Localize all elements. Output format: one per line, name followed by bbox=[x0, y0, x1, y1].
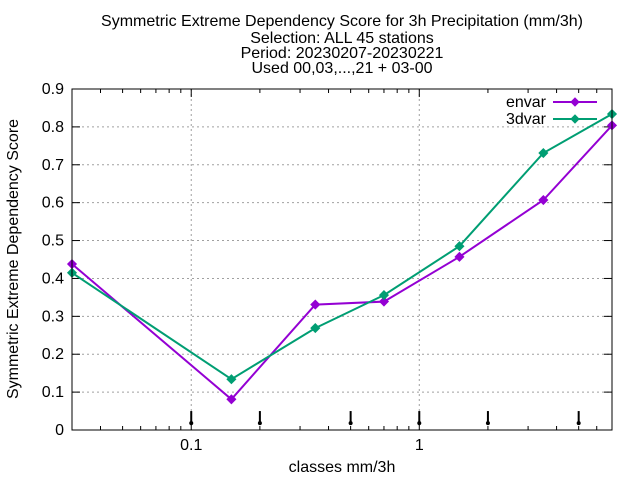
grid bbox=[72, 89, 612, 430]
y-tick-label: 0.2 bbox=[42, 346, 64, 363]
data-point-envar bbox=[226, 394, 237, 405]
class-bound-marker-dot bbox=[189, 421, 194, 426]
y-tick-label: 0.8 bbox=[42, 119, 64, 136]
data-point-3dvar bbox=[310, 323, 321, 334]
data-point-3dvar bbox=[226, 374, 237, 385]
x-axis-ticks: 0.1 1 bbox=[99, 89, 598, 454]
data-point-3dvar bbox=[454, 241, 465, 252]
x-tick-label: 0.1 bbox=[180, 437, 202, 454]
y-tick-label: 0.5 bbox=[42, 233, 64, 250]
y-tick-label: 0.4 bbox=[42, 270, 64, 287]
class-bound-marker-dot bbox=[485, 421, 490, 426]
legend-marker-3dvar bbox=[570, 114, 580, 124]
class-bound-marker-dot bbox=[417, 421, 422, 426]
title-line-3: Period: 20230207-20230221 bbox=[241, 45, 444, 62]
x-tick-label: 1 bbox=[415, 437, 424, 454]
y-tick-label: 0.9 bbox=[42, 81, 64, 98]
class-bound-marker-dot bbox=[348, 421, 353, 426]
y-tick-label: 0.3 bbox=[42, 308, 64, 325]
data-point-3dvar bbox=[538, 147, 549, 159]
legend-marker-envar bbox=[570, 97, 580, 107]
legend-label-envar: envar bbox=[506, 94, 547, 111]
data-point-3dvar bbox=[378, 290, 390, 301]
class-bound-marker-dot bbox=[257, 421, 262, 426]
y-tick-label: 0.7 bbox=[42, 157, 64, 174]
legend-label-3dvar: 3dvar bbox=[506, 111, 547, 128]
y-axis-ticks: 0 0.1 0.2 0.3 0.4 0.5 0.6 0.7 0.8 0.9 bbox=[42, 81, 612, 439]
x-axis-label: classes mm/3h bbox=[289, 459, 396, 476]
class-bound-markers bbox=[189, 411, 581, 426]
y-tick-label: 0.6 bbox=[42, 195, 64, 212]
y-tick-label: 0 bbox=[55, 422, 64, 439]
plot-frame bbox=[71, 88, 613, 431]
data-point-envar bbox=[378, 296, 390, 307]
y-axis-label: Symmetric Extreme Dependency Score bbox=[5, 119, 22, 399]
data-point-envar bbox=[310, 299, 321, 310]
title-line-1: Symmetric Extreme Dependency Score for 3… bbox=[101, 13, 583, 30]
chart-title: Symmetric Extreme Dependency Score for 3… bbox=[101, 13, 583, 77]
title-line-4: Used 00,03,...,21 + 03-00 bbox=[251, 60, 432, 77]
title-line-2: Selection: ALL 45 stations bbox=[250, 30, 434, 47]
data-point-envar bbox=[538, 194, 549, 206]
series-line-3dvar bbox=[71, 113, 613, 381]
series-lines bbox=[66, 108, 618, 405]
data-point-envar bbox=[454, 251, 465, 262]
class-bound-marker-dot bbox=[576, 421, 581, 426]
y-tick-label: 0.1 bbox=[42, 384, 64, 401]
